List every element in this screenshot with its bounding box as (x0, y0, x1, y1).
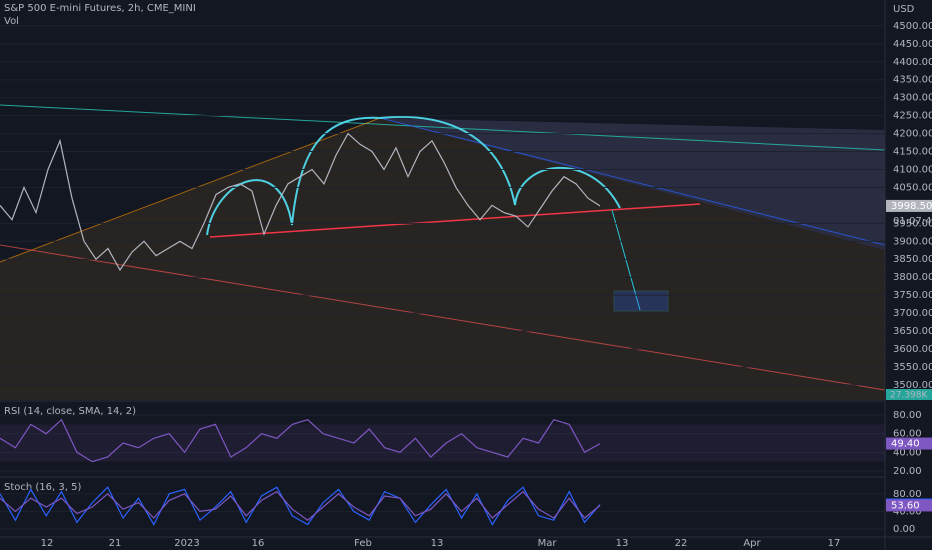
y-tick-label: 3950.00 (893, 218, 932, 229)
y-tick-label: 40.00 (893, 506, 922, 517)
x-tick-label: Apr (743, 538, 761, 549)
x-tick-label: 13 (431, 538, 444, 549)
y-tick-label: 3500.00 (893, 380, 932, 391)
y-tick-label: 3900.00 (893, 236, 932, 247)
y-tick-label: 4200.00 (893, 129, 932, 140)
y-tick-label: 4350.00 (893, 75, 932, 86)
x-tick-label: 13 (616, 538, 629, 549)
series-line (0, 490, 601, 521)
y-tick-label: 60.00 (893, 429, 922, 440)
y-tick-label: 3800.00 (893, 272, 932, 283)
countdown: 01:07:41 (893, 216, 932, 227)
y-tick-label: 4500.00 (893, 21, 932, 32)
series-line (0, 486, 601, 526)
rsi-band (0, 424, 885, 462)
y-tick-label: 4250.00 (893, 111, 932, 122)
x-tick-label: 16 (252, 538, 265, 549)
y-tick-label: 4450.00 (893, 39, 932, 50)
indicator-title: RSI (14, close, SMA, 14, 2) (4, 406, 136, 417)
currency: USD (893, 4, 915, 15)
y-tick-label: 80.00 (893, 410, 922, 421)
price-tag (886, 499, 932, 512)
price-tag (886, 199, 932, 212)
price-tag (886, 437, 932, 450)
trend-line (0, 104, 886, 151)
head-shoulders (206, 115, 621, 236)
volume-box (886, 389, 932, 400)
volume-value: 27.398K (890, 391, 928, 401)
y-tick-label: 4100.00 (893, 164, 932, 175)
x-tick-label: Feb (354, 538, 372, 549)
price-tag-label: 53.60 (891, 500, 920, 511)
x-tick-label: 12 (41, 538, 54, 549)
y-tick-label: 3750.00 (893, 290, 932, 301)
y-tick-label: 20.00 (893, 466, 922, 477)
x-tick-label: 22 (675, 538, 688, 549)
y-tick-label: 40.00 (893, 447, 922, 458)
price-tag-label: 49.40 (891, 439, 920, 450)
y-tick-label: 3850.00 (893, 254, 932, 265)
y-tick-label: 4050.00 (893, 182, 932, 193)
x-tick-label: 17 (828, 538, 841, 549)
series-line (0, 418, 601, 463)
countdown-box (886, 215, 932, 227)
y-tick-label: 4150.00 (893, 147, 932, 158)
x-tick-label: 2023 (174, 538, 199, 549)
y-tick-label: 4400.00 (893, 57, 932, 68)
y-tick-label: 4300.00 (893, 93, 932, 104)
pitchfork-upper (380, 118, 885, 250)
price-tag-label: 3998.50 (891, 201, 932, 212)
target-box (613, 290, 669, 312)
series-line (0, 132, 601, 272)
indicator-title: Stoch (16, 3, 5) (4, 482, 81, 493)
pitchfork-line (0, 244, 886, 391)
target-arrow (611, 209, 641, 311)
volume-label: Vol (4, 16, 19, 27)
y-tick-label: 3600.00 (893, 344, 932, 355)
y-tick-label: 0.00 (893, 524, 915, 535)
y-tick-label: 3550.00 (893, 362, 932, 373)
y-tick-label: 3700.00 (893, 308, 932, 319)
x-tick-label: 21 (109, 538, 122, 549)
symbol-title: S&P 500 E-mini Futures, 2h, CME_MINI (4, 3, 196, 14)
neckline (209, 203, 701, 238)
y-tick-label: 3650.00 (893, 326, 932, 337)
x-tick-label: Mar (538, 538, 558, 549)
y-tick-label: 80.00 (893, 489, 922, 500)
